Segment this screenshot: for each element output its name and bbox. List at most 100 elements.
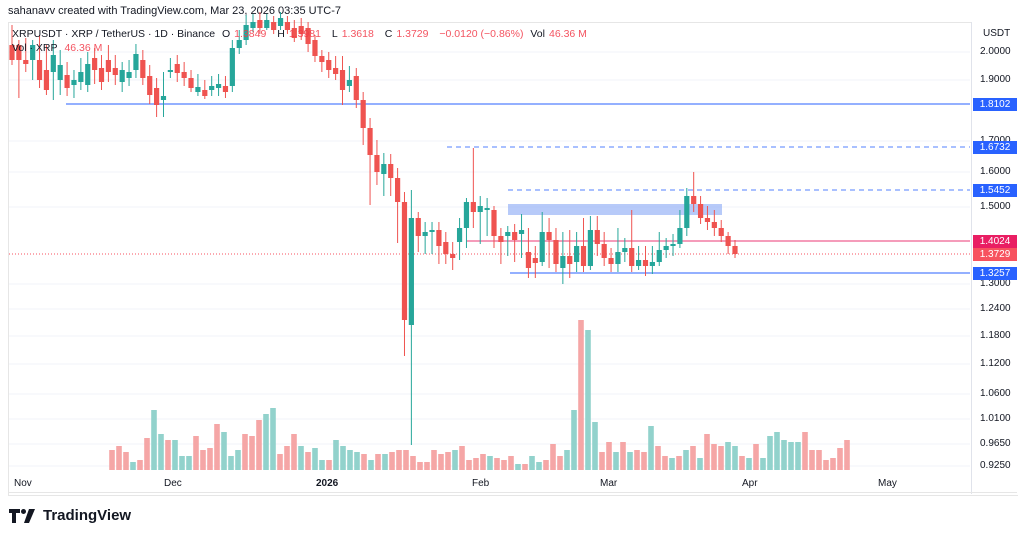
candle-body: [174, 64, 180, 73]
time-tick: Mar: [600, 478, 618, 489]
tradingview-logo[interactable]: TradingView: [9, 507, 131, 524]
volume-bar: [683, 450, 689, 470]
volume-bar: [200, 450, 206, 470]
volume-bar: [599, 452, 605, 470]
candle-body: [498, 236, 504, 242]
volume-bar: [165, 440, 171, 470]
candle-body: [126, 72, 132, 78]
volume-bar: [795, 442, 801, 470]
volume-bar: [361, 454, 367, 470]
volume-bar: [585, 330, 591, 470]
volume-bar: [445, 452, 451, 470]
currency-label[interactable]: USDT: [983, 28, 1011, 39]
candle-body: [243, 25, 249, 40]
candle-body: [112, 68, 118, 75]
candle-body: [277, 18, 284, 26]
volume-bar: [214, 424, 220, 470]
volume-bar: [368, 460, 374, 470]
price-tick: 1.1800: [980, 330, 1011, 341]
volume-bar: [564, 450, 570, 470]
volume-bar: [305, 452, 311, 470]
volume-bar: [340, 446, 346, 470]
volume-bar: [697, 458, 703, 470]
candle-body: [408, 218, 414, 325]
volume-bar: [158, 434, 164, 470]
volume-bar: [515, 464, 521, 470]
symbol-label[interactable]: XRPUSDT · XRP / TetherUS · 1D · Binance: [12, 28, 216, 40]
volume-bar: [403, 450, 409, 470]
candle-body: [195, 87, 201, 92]
time-tick: May: [878, 478, 897, 489]
volume-bar: [550, 444, 556, 470]
time-tick: 2026: [316, 478, 339, 489]
volume-bar: [690, 446, 696, 470]
candle-body: [339, 70, 346, 90]
volume-bar: [221, 432, 227, 470]
volume-bar: [711, 444, 717, 470]
candle-body: [663, 246, 669, 250]
volume-bar: [830, 458, 836, 470]
candle-body: [491, 210, 497, 236]
candle-body: [711, 222, 717, 228]
candle-body: [333, 68, 339, 74]
candle-body: [518, 230, 525, 234]
volume-value: Vol 46.36 M: [530, 28, 587, 40]
candle-body: [92, 58, 98, 70]
price-level-tag: 1.3729: [973, 248, 1017, 261]
candle-body: [188, 78, 194, 88]
volume-bar: [494, 458, 500, 470]
supply-zone: [508, 204, 722, 215]
candle-body: [326, 60, 332, 70]
volume-bar: [144, 438, 150, 470]
candle-body: [284, 22, 291, 30]
candle-body: [64, 75, 70, 88]
candle-body: [525, 252, 532, 268]
time-tick: Nov: [14, 478, 32, 489]
candle-body: [560, 256, 566, 268]
volume-bar: [781, 440, 787, 470]
volume-bar: [249, 436, 255, 470]
volume-bar: [676, 456, 682, 470]
volume-bar: [844, 440, 850, 470]
volume-bar: [634, 450, 640, 470]
chart-legend: XRPUSDT · XRP / TetherUS · 1D · Binance …: [12, 27, 595, 55]
candle-body: [477, 206, 483, 212]
candle-body: [9, 45, 15, 60]
volume-bar: [207, 448, 213, 470]
volume-bar: [501, 460, 507, 470]
volume-bar: [277, 454, 283, 470]
candle-body: [374, 155, 380, 172]
candle-body: [553, 240, 559, 264]
price-tick: 1.1200: [980, 358, 1011, 369]
price-level-tag: 1.5452: [973, 184, 1017, 197]
candle-body: [346, 80, 352, 86]
volume-indicator-label[interactable]: Vol · XRP: [12, 42, 58, 54]
candle-body: [574, 246, 580, 262]
price-tick: 1.5000: [980, 201, 1011, 212]
volume-bar: [438, 454, 444, 470]
candle-body: [319, 56, 325, 62]
volume-bar: [242, 434, 248, 470]
volume-bar: [424, 462, 430, 470]
volume-bar: [389, 452, 395, 470]
time-axis-divider: [8, 492, 1017, 493]
candle-body: [704, 218, 711, 222]
candle-body: [546, 232, 552, 240]
candle-body: [718, 228, 724, 236]
candle-body: [670, 244, 676, 246]
candle-body: [395, 178, 401, 202]
volume-bar: [760, 458, 766, 470]
candle-body: [587, 230, 593, 266]
volume-bar: [627, 452, 633, 470]
price-tick: 0.9250: [980, 460, 1011, 471]
volume-bar: [347, 450, 353, 470]
candle-body: [291, 28, 297, 38]
candle-body: [257, 20, 263, 28]
high-value: H 1.3981: [277, 28, 321, 40]
volume-bar: [137, 460, 143, 470]
candle-body: [505, 232, 511, 236]
candle-body: [401, 202, 408, 320]
price-tick: 1.9000: [980, 74, 1011, 85]
price-tick: 1.6000: [980, 166, 1011, 177]
